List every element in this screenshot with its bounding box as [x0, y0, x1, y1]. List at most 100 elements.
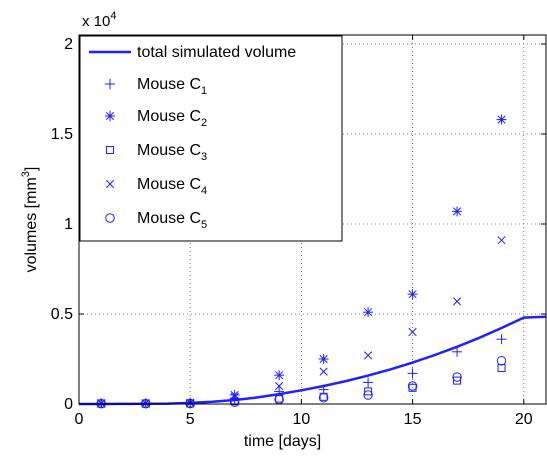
legend-label-subscript: 1	[201, 85, 207, 97]
marker-shape	[105, 213, 115, 223]
data-point	[452, 372, 462, 382]
marker-stroke	[363, 351, 373, 360]
marker-stroke	[319, 367, 328, 376]
data-point	[497, 236, 506, 245]
y-axis-label-close: ]	[23, 167, 40, 171]
marker-stroke	[497, 236, 506, 245]
marker-stroke	[319, 354, 328, 364]
data-point	[453, 376, 462, 385]
data-point	[363, 351, 373, 360]
legend-label-subscript: 2	[201, 117, 207, 129]
data-point	[408, 327, 417, 337]
marker-shape	[407, 381, 418, 391]
data-point	[363, 307, 374, 318]
marker-stroke	[105, 179, 115, 189]
legend-label-mouse-c4: Mouse C4	[137, 176, 207, 197]
legend-label-simulated: total simulated volume	[137, 44, 296, 61]
marker-stroke	[141, 399, 150, 408]
data-point	[318, 354, 329, 364]
data-point	[364, 387, 373, 396]
marker-stroke	[497, 115, 506, 124]
marker-stroke	[105, 111, 115, 121]
data-point	[496, 114, 507, 125]
x-tick-label: 15	[404, 411, 422, 428]
data-point	[363, 390, 373, 400]
legend-label-mouse-c2: Mouse C2	[137, 108, 207, 129]
marker-shape	[229, 397, 240, 407]
data-point	[319, 367, 328, 376]
legend-label-subscript: 4	[201, 185, 207, 197]
data-point	[452, 206, 463, 217]
legend-label-subscript: 3	[201, 151, 207, 163]
legend-label-main: Mouse C	[137, 76, 201, 93]
marker-shape	[497, 364, 506, 372]
y-tick-label: 2	[64, 36, 73, 53]
y-tick-label: 1	[64, 216, 73, 233]
marker-stroke	[230, 392, 239, 401]
y-axis-label: volumes [mm3]	[20, 167, 40, 273]
y-axis-label-superscript: 3	[20, 171, 32, 177]
data-point	[407, 368, 418, 379]
y-tick-label: 0	[64, 396, 73, 413]
data-point	[318, 392, 329, 403]
legend-swatches	[89, 50, 131, 223]
series-layer	[79, 114, 547, 409]
legend-label-subscript: 5	[201, 219, 207, 231]
marker-shape	[106, 146, 114, 154]
data-point	[496, 334, 507, 345]
legend-label-main: Mouse C	[137, 142, 201, 159]
data-point	[230, 392, 239, 401]
x-tick-label: 5	[186, 411, 195, 428]
legend-label-mouse-c5: Mouse C5	[137, 210, 207, 231]
x-axis-label: time [days]	[244, 433, 321, 450]
y-tick-label: 1.5	[51, 126, 73, 143]
data-point	[496, 356, 507, 366]
y-multiplier-exponent: 4	[110, 10, 116, 22]
legend-swatch-marker	[105, 213, 115, 223]
legend-label-main: total simulated volume	[137, 44, 296, 61]
data-point	[141, 399, 150, 408]
marker-shape	[363, 390, 373, 400]
y-axis-label-main: volumes [mm	[23, 177, 40, 272]
marker-stroke	[408, 290, 417, 299]
data-point	[97, 399, 106, 408]
marker-shape	[496, 356, 507, 366]
y-tick-label: 0.5	[51, 306, 73, 323]
legend-label-main: Mouse C	[137, 108, 201, 125]
legend-label-mouse-c3: Mouse C3	[137, 142, 207, 163]
data-point	[497, 364, 506, 372]
data-point	[452, 346, 463, 357]
marker-shape	[453, 376, 462, 385]
data-point	[452, 297, 462, 306]
simulated-volume-line	[79, 315, 547, 406]
data-point	[407, 289, 418, 300]
data-point	[275, 381, 284, 391]
legend-swatch-marker	[106, 146, 114, 154]
legend-swatch-marker	[105, 111, 115, 121]
y-multiplier: x 104	[82, 10, 116, 30]
legend-swatch-marker	[105, 79, 115, 89]
plot-frame	[78, 34, 547, 405]
marker-stroke	[408, 327, 417, 337]
marker-stroke	[275, 371, 284, 380]
legend-box	[79, 35, 343, 242]
data-point	[363, 377, 374, 388]
marker-stroke	[363, 308, 373, 317]
marker-stroke	[452, 297, 462, 306]
legend-label-main: Mouse C	[137, 176, 201, 193]
data-point	[274, 370, 285, 381]
marker-shape	[318, 392, 329, 403]
marker-stroke	[275, 381, 284, 391]
legend-label-mouse-c1: Mouse C1	[137, 76, 207, 97]
x-tick-label: 20	[515, 411, 533, 428]
marker-stroke	[97, 399, 106, 408]
x-tick-label: 10	[292, 411, 310, 428]
y-multiplier-base: x 10	[82, 13, 110, 30]
series-mouse-c4	[97, 236, 506, 408]
data-point	[407, 381, 418, 391]
legend-swatch-marker	[105, 179, 115, 189]
marker-shape	[364, 387, 373, 396]
